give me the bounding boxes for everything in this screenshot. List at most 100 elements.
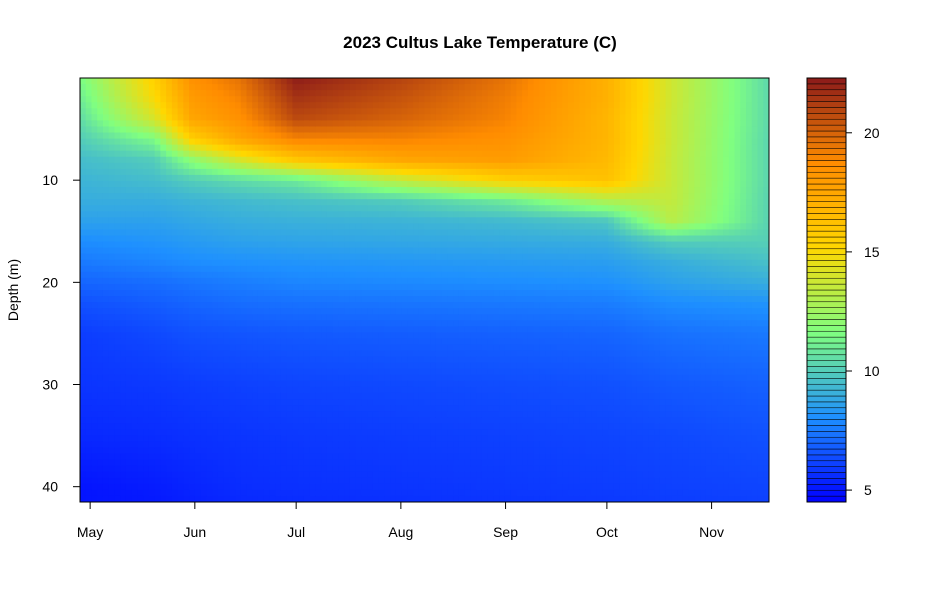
heatmap-cell <box>269 132 276 140</box>
heatmap-cell <box>131 271 139 279</box>
heatmap-cell <box>303 108 311 115</box>
heatmap-cell <box>102 180 110 188</box>
heatmap-cell <box>252 356 259 364</box>
heatmap-cell <box>390 435 397 443</box>
heatmap-cell <box>286 162 294 170</box>
heatmap-cell <box>85 78 93 85</box>
heatmap-cell <box>435 483 443 491</box>
heatmap-cell <box>131 405 139 412</box>
heatmap-cell <box>160 429 167 436</box>
heatmap-cell <box>97 423 104 430</box>
heatmap-cell <box>418 429 426 436</box>
heatmap-cell <box>424 211 431 218</box>
heatmap-cell <box>269 429 276 436</box>
heatmap-cell <box>453 435 460 443</box>
heatmap-cell <box>229 205 236 212</box>
heatmap-cell <box>217 187 225 194</box>
heatmap-cell <box>424 441 431 449</box>
heatmap-cell <box>235 283 242 291</box>
heatmap-cell <box>476 102 483 109</box>
heatmap-cell <box>235 320 242 327</box>
heatmap-cell <box>125 180 133 188</box>
heatmap-cell <box>464 411 472 418</box>
heatmap-cell <box>171 302 179 309</box>
heatmap-cell <box>349 308 357 315</box>
heatmap-cell <box>235 435 242 443</box>
heatmap-cell <box>395 447 403 455</box>
heatmap-cell <box>321 120 328 128</box>
heatmap-cell <box>114 296 121 303</box>
heatmap-cell <box>367 411 374 418</box>
heatmap-cell <box>154 435 161 443</box>
heatmap-cell <box>194 126 202 134</box>
heatmap-cell <box>194 423 202 430</box>
heatmap-cell <box>189 338 196 346</box>
heatmap-cell <box>344 78 351 85</box>
heatmap-cell <box>481 211 489 218</box>
heatmap-cell <box>160 374 167 382</box>
heatmap-cell <box>338 459 345 467</box>
heatmap-cell <box>470 435 477 443</box>
heatmap-cell <box>229 308 236 315</box>
heatmap-cell <box>435 102 443 109</box>
heatmap-cell <box>263 271 271 279</box>
heatmap-cell <box>309 211 317 218</box>
heatmap-cell <box>441 211 449 218</box>
heatmap-cell <box>217 144 225 152</box>
heatmap-cell <box>303 435 311 443</box>
heatmap-cell <box>349 386 357 394</box>
heatmap-cell <box>171 144 179 152</box>
heatmap-cell <box>464 90 472 97</box>
heatmap-cell <box>97 405 104 412</box>
heatmap-cell <box>160 132 167 140</box>
heatmap-cell <box>378 405 385 412</box>
heatmap-cell <box>240 290 248 297</box>
heatmap-cell <box>395 350 403 358</box>
heatmap-cell <box>252 453 259 461</box>
heatmap-cell <box>200 108 207 115</box>
heatmap-cell <box>125 441 133 449</box>
heatmap-cell <box>137 423 144 430</box>
heatmap-cell <box>401 332 408 340</box>
heatmap-cell <box>470 162 477 170</box>
heatmap-cell <box>217 362 225 370</box>
heatmap-cell <box>355 471 362 479</box>
heatmap-cell <box>395 435 403 443</box>
heatmap-cell <box>458 138 466 146</box>
heatmap-cell <box>269 259 276 267</box>
heatmap-cell <box>286 277 294 285</box>
heatmap-cell <box>235 362 242 370</box>
heatmap-cell <box>390 386 397 394</box>
heatmap-cell <box>298 489 305 497</box>
heatmap-cell <box>378 150 385 158</box>
heatmap-cell <box>263 150 271 158</box>
heatmap-cell <box>424 471 431 479</box>
heatmap-cell <box>361 308 368 315</box>
heatmap-cell <box>407 368 414 376</box>
heatmap-cell <box>212 174 219 182</box>
heatmap-cell <box>280 465 288 473</box>
heatmap-cell <box>413 435 420 443</box>
heatmap-cell <box>171 326 179 333</box>
heatmap-cell <box>97 296 104 303</box>
heatmap-cell <box>120 174 127 182</box>
heatmap-cell <box>286 374 294 382</box>
heatmap-cell <box>470 271 477 279</box>
heatmap-cell <box>458 320 466 327</box>
heatmap-cell <box>418 102 426 109</box>
heatmap-cell <box>114 271 121 279</box>
heatmap-cell <box>206 368 213 376</box>
heatmap-cell <box>275 326 282 333</box>
heatmap-cell <box>418 138 426 146</box>
heatmap-cell <box>206 108 213 115</box>
heatmap-cell <box>269 314 276 321</box>
heatmap-cell <box>217 477 225 485</box>
heatmap-cell <box>378 296 385 303</box>
heatmap-cell <box>120 205 127 212</box>
heatmap-cell <box>435 277 443 285</box>
heatmap-cell <box>292 344 299 352</box>
heatmap-cell <box>137 435 144 443</box>
heatmap-cell <box>464 429 472 436</box>
heatmap-cell <box>154 259 161 267</box>
heatmap-cell <box>355 253 362 261</box>
